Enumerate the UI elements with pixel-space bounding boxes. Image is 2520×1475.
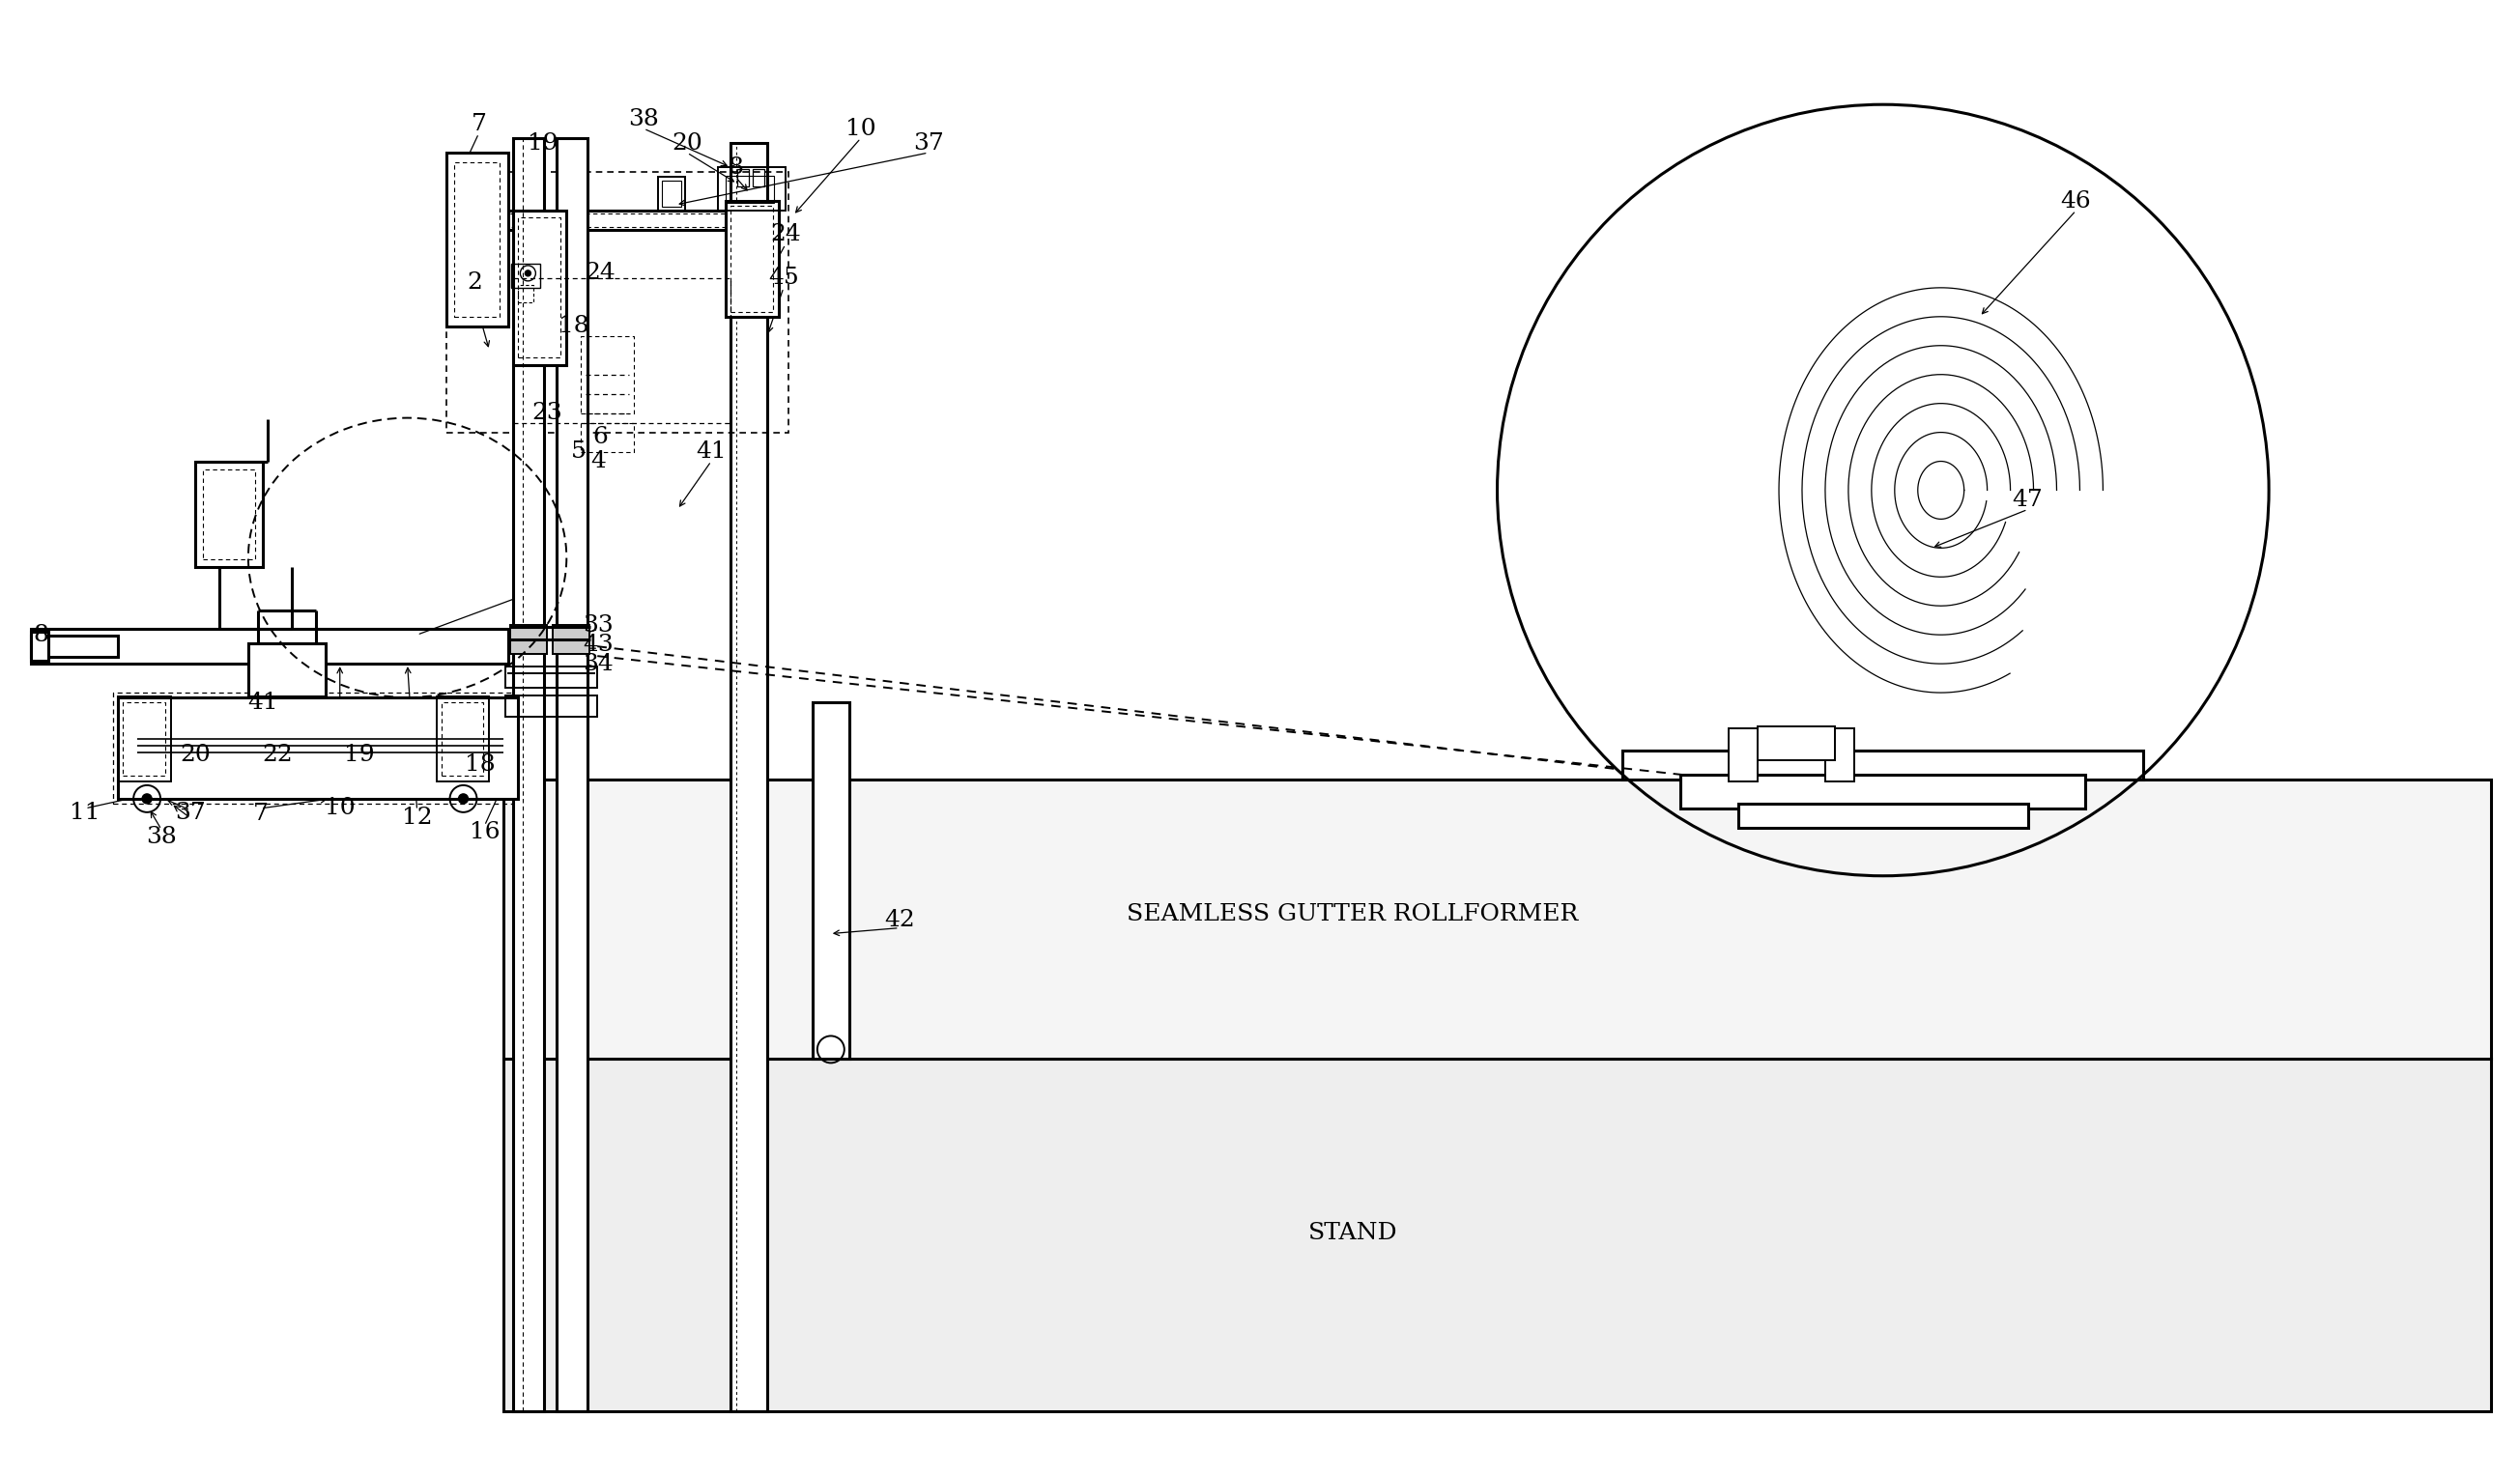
Bar	[436, 696, 489, 782]
Text: 38: 38	[146, 826, 176, 848]
Bar	[446, 153, 509, 326]
Bar	[30, 631, 48, 661]
Bar	[753, 170, 764, 186]
Text: 5: 5	[572, 441, 587, 463]
Text: STAND: STAND	[1308, 1221, 1399, 1243]
Text: 41: 41	[247, 692, 277, 714]
Bar	[811, 702, 849, 1059]
Text: 10: 10	[844, 118, 877, 140]
Text: 7: 7	[471, 112, 486, 134]
Text: 24: 24	[585, 263, 615, 285]
Circle shape	[459, 794, 469, 804]
Text: 23: 23	[532, 403, 562, 425]
Bar	[451, 214, 769, 227]
Bar	[249, 643, 325, 696]
Bar	[441, 702, 484, 776]
Text: 6: 6	[592, 426, 607, 448]
Text: 20: 20	[179, 745, 212, 767]
Bar	[30, 628, 509, 664]
Text: 41: 41	[696, 441, 726, 463]
Bar	[504, 1059, 2490, 1412]
Text: 19: 19	[527, 131, 557, 155]
Bar	[113, 693, 524, 804]
Text: 18: 18	[464, 754, 494, 776]
Text: 19: 19	[343, 745, 375, 767]
Bar	[514, 139, 544, 1412]
Bar	[557, 139, 587, 1412]
Text: 24: 24	[771, 224, 801, 246]
Bar	[718, 167, 786, 211]
Bar	[123, 702, 166, 776]
Text: 42: 42	[885, 909, 915, 931]
Bar	[507, 696, 597, 717]
Bar	[731, 205, 774, 311]
Text: 20: 20	[673, 131, 703, 155]
Bar	[514, 279, 731, 423]
Bar	[552, 625, 590, 653]
Text: SEAMLESS GUTTER ROLLFORMER: SEAMLESS GUTTER ROLLFORMER	[1126, 903, 1578, 925]
Bar	[726, 201, 779, 317]
Bar	[1739, 804, 2029, 827]
Bar	[582, 423, 635, 451]
Text: 8: 8	[728, 156, 743, 178]
Bar	[194, 462, 262, 568]
Bar	[1824, 729, 1855, 782]
Bar	[514, 211, 567, 364]
Bar	[738, 170, 748, 186]
Text: 16: 16	[469, 822, 499, 844]
Bar	[504, 779, 2490, 1059]
Text: 34: 34	[582, 652, 615, 676]
Circle shape	[141, 794, 151, 804]
Text: 45: 45	[769, 267, 799, 289]
Bar	[118, 698, 519, 799]
Bar	[118, 696, 171, 782]
Text: 38: 38	[627, 108, 660, 130]
Text: 12: 12	[401, 807, 433, 829]
Bar	[582, 336, 635, 413]
Text: 18: 18	[559, 316, 590, 338]
Bar	[1756, 726, 1835, 760]
Bar	[731, 143, 766, 1412]
Bar	[519, 217, 562, 357]
Bar	[512, 625, 547, 653]
Text: 46: 46	[2061, 190, 2092, 212]
Bar	[446, 173, 789, 432]
Text: 33: 33	[582, 614, 615, 636]
Bar	[512, 264, 539, 288]
Bar	[446, 211, 774, 230]
Bar	[726, 176, 774, 204]
Bar	[658, 177, 685, 211]
Bar	[30, 636, 118, 656]
Bar	[1623, 751, 2145, 779]
Bar	[204, 469, 255, 559]
Bar	[507, 667, 597, 687]
Text: 22: 22	[262, 745, 292, 767]
Bar	[1681, 774, 2087, 808]
Text: 37: 37	[174, 802, 207, 825]
Text: 10: 10	[325, 798, 355, 820]
Text: 43: 43	[582, 633, 615, 655]
Text: 37: 37	[912, 131, 942, 155]
Bar	[519, 285, 534, 302]
Text: 7: 7	[252, 802, 270, 825]
Text: 2: 2	[466, 271, 481, 294]
Bar	[454, 162, 499, 317]
Bar	[1729, 729, 1756, 782]
Text: 4: 4	[590, 450, 605, 472]
Text: 11: 11	[71, 802, 101, 825]
Circle shape	[524, 270, 532, 276]
Bar	[663, 180, 680, 206]
Text: 47: 47	[2013, 488, 2044, 510]
Text: 8: 8	[33, 624, 48, 646]
